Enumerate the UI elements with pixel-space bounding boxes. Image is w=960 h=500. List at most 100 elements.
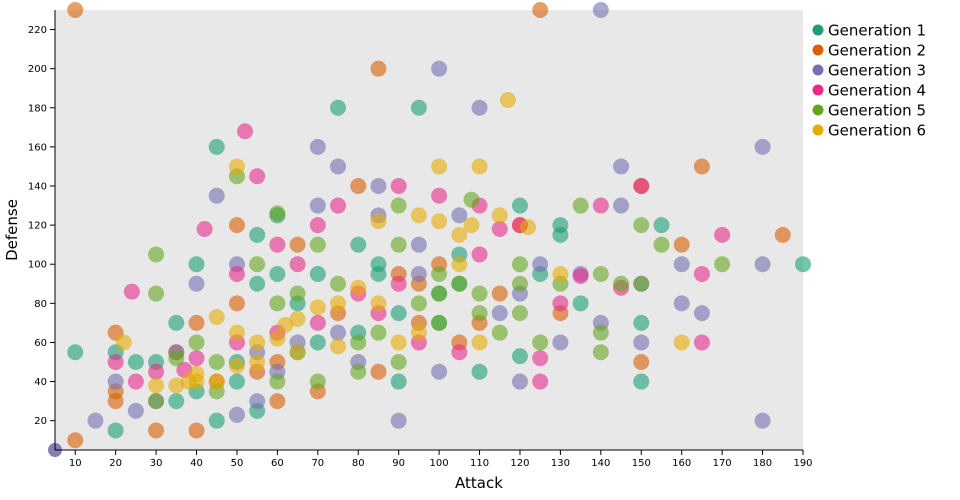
data-point xyxy=(208,187,225,204)
data-point xyxy=(491,324,508,341)
data-point xyxy=(451,275,468,292)
data-point xyxy=(168,377,185,394)
x-tick-label: 90 xyxy=(392,458,405,469)
x-tick-label: 110 xyxy=(470,458,489,469)
x-tick-label: 140 xyxy=(591,458,610,469)
data-point xyxy=(511,197,528,214)
data-point xyxy=(188,373,205,390)
data-point xyxy=(491,221,508,238)
data-point xyxy=(249,354,266,370)
data-point xyxy=(350,178,367,194)
data-point xyxy=(269,266,286,282)
y-tick-label: 40 xyxy=(34,377,47,388)
data-point xyxy=(309,197,326,214)
x-tick-label: 60 xyxy=(271,458,284,469)
data-point xyxy=(633,334,650,351)
data-point xyxy=(693,305,710,322)
data-point xyxy=(410,207,427,224)
x-tick-label: 120 xyxy=(510,458,529,469)
y-tick-label: 140 xyxy=(28,182,47,193)
x-tick-label: 100 xyxy=(430,458,449,469)
data-point xyxy=(532,350,549,367)
data-point xyxy=(188,275,205,292)
data-point xyxy=(330,99,347,116)
data-point xyxy=(208,138,225,155)
y-tick-label: 220 xyxy=(28,25,47,36)
data-point xyxy=(633,178,650,194)
data-point xyxy=(431,363,448,380)
y-tick-label: 120 xyxy=(28,221,47,232)
data-point xyxy=(309,236,326,253)
data-point xyxy=(390,275,407,292)
data-point xyxy=(289,236,306,253)
data-point xyxy=(673,256,690,273)
data-point xyxy=(127,402,144,419)
data-point xyxy=(269,393,286,410)
data-point xyxy=(107,354,124,370)
data-point xyxy=(228,266,245,282)
data-point xyxy=(309,299,326,316)
data-point xyxy=(370,178,387,194)
data-point xyxy=(269,205,286,222)
legend-swatch xyxy=(812,44,824,56)
data-point xyxy=(168,314,185,331)
data-point xyxy=(471,158,488,175)
data-point xyxy=(572,267,589,284)
legend-label: Generation 6 xyxy=(828,122,926,140)
data-point xyxy=(249,393,266,410)
data-point xyxy=(269,330,286,347)
data-point xyxy=(228,324,245,341)
data-point xyxy=(148,393,165,410)
x-tick-label: 130 xyxy=(551,458,570,469)
data-point xyxy=(633,354,650,370)
data-point xyxy=(552,334,569,351)
data-point xyxy=(228,158,245,175)
data-point xyxy=(188,350,205,367)
legend-label: Generation 3 xyxy=(828,62,926,80)
data-point xyxy=(552,217,569,234)
data-point xyxy=(572,197,589,214)
data-point xyxy=(115,334,132,351)
data-point xyxy=(463,217,480,234)
data-point xyxy=(511,373,528,390)
data-point xyxy=(613,158,630,175)
legend-swatch xyxy=(812,104,824,116)
data-point xyxy=(67,344,84,361)
data-point xyxy=(633,314,650,331)
data-point xyxy=(451,344,468,361)
data-point xyxy=(714,256,731,273)
data-point xyxy=(451,207,468,224)
data-point xyxy=(188,256,205,273)
data-point xyxy=(431,266,448,282)
legend-label: Generation 1 xyxy=(828,22,926,40)
data-point xyxy=(390,334,407,351)
y-axis-title: Defense xyxy=(3,199,21,261)
x-tick-label: 170 xyxy=(713,458,732,469)
data-point xyxy=(754,138,771,155)
data-point xyxy=(774,226,791,243)
data-point xyxy=(431,314,448,331)
data-point xyxy=(148,377,165,394)
data-point xyxy=(249,226,266,243)
data-point xyxy=(107,373,124,390)
legend-item: Generation 4 xyxy=(812,82,926,100)
legend-label: Generation 4 xyxy=(828,82,926,100)
data-point xyxy=(350,279,367,296)
data-point xyxy=(330,197,347,214)
data-point xyxy=(148,285,165,302)
data-point xyxy=(309,266,326,282)
x-tick-label: 50 xyxy=(231,458,244,469)
x-tick-label: 40 xyxy=(190,458,203,469)
data-point xyxy=(633,275,650,292)
data-point xyxy=(532,2,549,18)
data-point xyxy=(370,213,387,230)
data-point xyxy=(370,266,387,282)
data-point xyxy=(390,412,407,429)
data-point xyxy=(673,334,690,351)
data-point xyxy=(633,373,650,390)
data-point xyxy=(237,123,254,140)
legend-swatch xyxy=(812,124,824,136)
data-point xyxy=(431,158,448,175)
data-point xyxy=(410,324,427,341)
